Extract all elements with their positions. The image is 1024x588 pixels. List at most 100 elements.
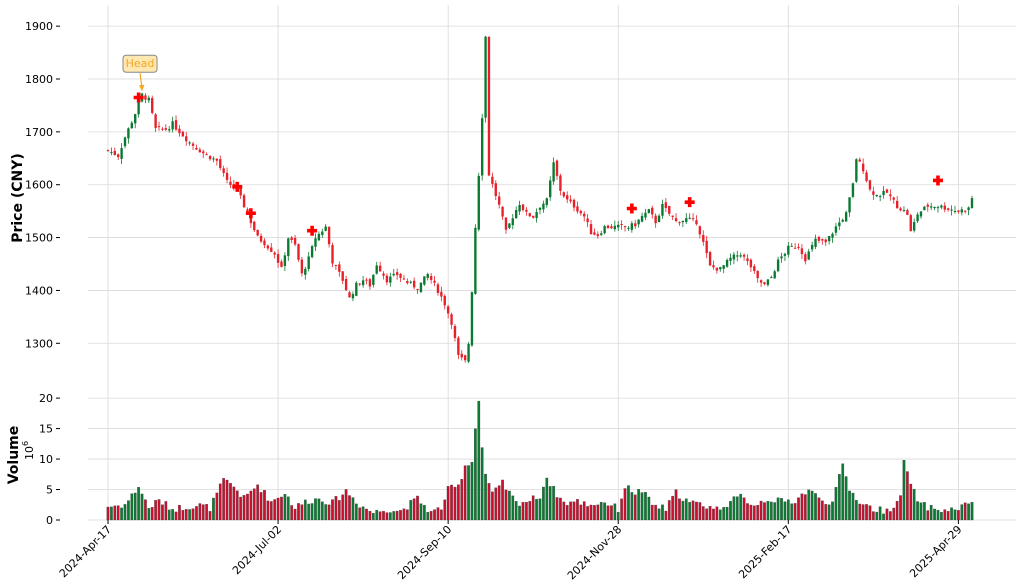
volume-bar — [521, 502, 525, 521]
candle-body — [827, 236, 831, 242]
candle-body — [375, 265, 378, 274]
candle-body — [664, 202, 668, 208]
candle-body — [256, 229, 259, 236]
volume-bar — [127, 500, 130, 521]
candle-body — [702, 235, 705, 242]
volume-bar — [229, 483, 232, 521]
candle-body — [412, 280, 416, 288]
volume-bar — [351, 497, 355, 521]
volume-bar — [889, 511, 892, 521]
candle-body — [926, 204, 929, 207]
volume-bar — [909, 483, 913, 521]
volume-bar — [354, 503, 358, 521]
volume-bar — [647, 496, 651, 521]
candle-body — [872, 191, 875, 195]
candle-body — [892, 197, 895, 200]
candle-body — [188, 142, 191, 144]
candle-body — [957, 210, 960, 212]
volume-exponent-label: 106 — [21, 441, 36, 460]
candle-body — [528, 213, 531, 217]
candle-body — [307, 256, 310, 270]
volume-bar — [110, 506, 113, 521]
candle-body — [225, 172, 229, 180]
candle-body — [154, 114, 157, 128]
candle-body — [242, 195, 246, 208]
volume-bar — [528, 501, 532, 521]
candle-body — [229, 181, 232, 186]
volume-bar — [769, 501, 773, 521]
candle-body — [562, 192, 566, 197]
volume-bar — [191, 508, 195, 521]
candle-body — [208, 156, 212, 160]
candle-body — [691, 218, 695, 220]
volume-bar — [181, 510, 185, 521]
candle-body — [906, 210, 909, 215]
candle-body — [800, 248, 804, 255]
candle-body — [266, 245, 270, 249]
volume-bar — [293, 508, 297, 521]
volume-bar — [491, 491, 494, 521]
volume-bar — [606, 505, 610, 521]
candle-body — [848, 197, 851, 213]
candle-body — [361, 280, 365, 286]
volume-bar — [786, 499, 790, 521]
candle-body — [593, 232, 596, 235]
volume-bar — [358, 507, 362, 521]
volume-bar — [681, 500, 685, 521]
volume-bar — [834, 487, 838, 521]
volume-bar — [133, 492, 137, 521]
volume-bar — [814, 493, 817, 521]
volume-bar — [793, 503, 797, 521]
volume-bar — [365, 508, 368, 521]
candle-body — [583, 213, 586, 217]
volume-bar — [963, 502, 967, 521]
candle-body — [215, 158, 219, 161]
volume-bar — [831, 501, 834, 521]
candle-body — [552, 162, 555, 182]
candle-body — [480, 118, 484, 176]
candle-body — [732, 254, 736, 260]
volume-bar — [872, 511, 875, 521]
candle-body — [746, 258, 749, 262]
candle-body — [865, 172, 868, 181]
candle-body — [191, 143, 195, 146]
candle-body — [946, 208, 950, 210]
volume-bar — [763, 502, 766, 521]
candle-body — [678, 222, 681, 224]
candle-body — [426, 273, 429, 278]
candle-body — [314, 238, 317, 247]
candle-body — [293, 238, 297, 245]
candle-body — [395, 272, 399, 276]
candle-body — [259, 235, 263, 242]
volume-bar — [348, 495, 351, 521]
candle-body — [508, 223, 511, 228]
volume-bar — [882, 513, 885, 521]
volume-bar — [569, 501, 572, 521]
candle-body — [174, 120, 178, 130]
volume-bar — [902, 460, 906, 521]
volume-bar — [300, 504, 304, 521]
volume-bar — [198, 503, 202, 521]
candle-body — [912, 222, 916, 231]
candle-body — [668, 205, 671, 214]
candle-body — [572, 199, 576, 208]
volume-bar — [565, 505, 569, 521]
candle-body — [586, 218, 589, 223]
pattern-marker — [232, 181, 243, 192]
candle-body — [712, 265, 715, 268]
volume-bar — [239, 496, 243, 521]
volume-bar — [290, 505, 294, 521]
candle-body — [725, 259, 729, 267]
volume-bar — [957, 510, 960, 521]
candle-body — [596, 234, 600, 237]
volume-bar — [474, 428, 477, 521]
volume-bar — [514, 501, 518, 521]
candle-body — [487, 36, 491, 176]
candle-body — [399, 273, 402, 278]
candle-body — [569, 199, 572, 202]
volume-bar — [201, 504, 205, 521]
candle-body — [640, 215, 644, 222]
date-tick-label: 2025-Feb-17 — [736, 523, 794, 581]
volume-bar — [810, 490, 814, 521]
volume-bar — [334, 496, 338, 521]
